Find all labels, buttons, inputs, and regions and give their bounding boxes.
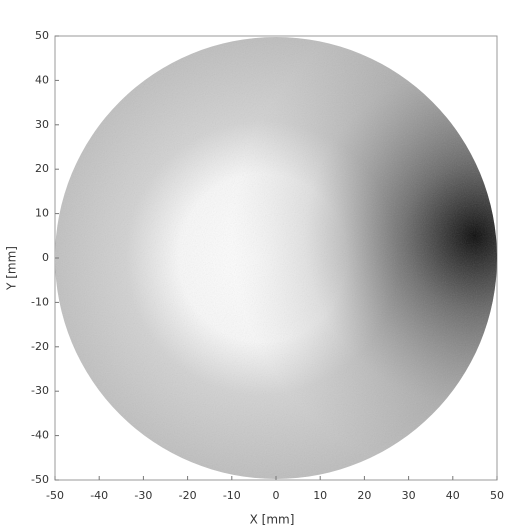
x-tick-label: -30 — [134, 489, 152, 502]
y-tick-label: -10 — [31, 295, 49, 308]
y-tick-label: 20 — [35, 162, 49, 175]
chart: X [mm] Y [mm] -50 -40 -30 -20 -10 0 10 20 30 40 50… — [0, 0, 531, 532]
y-tick-label: -50 — [31, 473, 49, 486]
y-tick-label: 10 — [35, 207, 49, 220]
x-tick-label: 40 — [446, 489, 460, 502]
x-tick-label: -40 — [90, 489, 108, 502]
x-tick-label: 30 — [402, 489, 416, 502]
x-tick-label: 20 — [357, 489, 371, 502]
y-tick-label: 30 — [35, 118, 49, 131]
x-tick-label: 0 — [273, 489, 280, 502]
wafer-texture — [55, 37, 497, 479]
y-tick-label: 50 — [35, 29, 49, 42]
x-tick-label: -20 — [179, 489, 197, 502]
x-tick-label: 50 — [490, 489, 504, 502]
y-tick-label: 40 — [35, 73, 49, 86]
x-tick-label: -50 — [46, 489, 64, 502]
y-tick-label: 0 — [42, 251, 49, 264]
y-axis-label: Y [mm] — [5, 246, 19, 291]
y-tick-label: -40 — [31, 429, 49, 442]
y-tick-label: -20 — [31, 340, 49, 353]
x-tick-label: 10 — [313, 489, 327, 502]
x-axis-label: X [mm] — [250, 513, 295, 527]
x-tick-label: -10 — [223, 489, 241, 502]
y-tick-label: -30 — [31, 384, 49, 397]
